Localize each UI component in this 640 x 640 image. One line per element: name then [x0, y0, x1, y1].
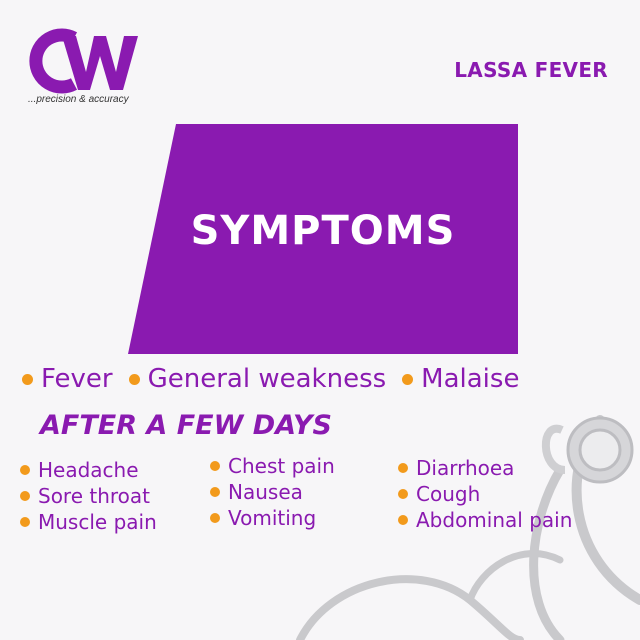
- list-item: Chest pain: [210, 453, 335, 479]
- symptom-label: Malaise: [421, 364, 520, 394]
- list-item: Cough: [398, 481, 572, 507]
- brand-tagline: ...precision & accuracy: [28, 94, 129, 105]
- symptom-label: Abdominal pain: [416, 508, 573, 532]
- bullet-icon: [210, 513, 220, 523]
- list-item: Abdominal pain: [398, 507, 572, 533]
- bullet-icon: [402, 373, 414, 385]
- symptom-label: General weakness: [147, 364, 387, 394]
- bullet-icon: [20, 491, 30, 501]
- bullet-icon: [128, 373, 140, 385]
- symptom-label: Sore throat: [38, 484, 151, 508]
- bullet-icon: [210, 487, 220, 497]
- topic-title: LASSA FEVER: [454, 58, 608, 82]
- list-item: Sore throat: [20, 483, 157, 509]
- symptom-label: Diarrhoea: [416, 456, 515, 480]
- list-item: Nausea: [210, 479, 335, 505]
- symptom-label: Cough: [416, 482, 481, 506]
- list-item: Malaise: [402, 364, 519, 394]
- symptom-label: Muscle pain: [38, 510, 157, 534]
- bullet-icon: [398, 489, 408, 499]
- list-item: Diarrhoea: [398, 455, 572, 481]
- symptoms-banner: [128, 124, 518, 354]
- bullet-icon: [20, 465, 30, 475]
- bullet-icon: [398, 515, 408, 525]
- symptom-label: Headache: [38, 458, 139, 482]
- brand-logo: [28, 28, 148, 108]
- symptom-column-3: Diarrhoea Cough Abdominal pain: [398, 455, 572, 533]
- list-item: Vomiting: [210, 505, 335, 531]
- symptom-column-1: Headache Sore throat Muscle pain: [20, 457, 157, 535]
- symptom-label: Chest pain: [228, 454, 335, 478]
- section-heading: AFTER A FEW DAYS: [40, 410, 332, 441]
- main-symptoms-list: Fever General weakness Malaise: [22, 364, 630, 394]
- list-item: Headache: [20, 457, 157, 483]
- symptom-label: Fever: [41, 364, 113, 394]
- symptom-label: Nausea: [228, 480, 303, 504]
- list-item: General weakness: [128, 364, 387, 394]
- banner-title: SYMPTOMS: [190, 208, 456, 254]
- bullet-icon: [20, 517, 30, 527]
- bullet-icon: [398, 463, 408, 473]
- list-item: Fever: [22, 364, 113, 394]
- symptom-column-2: Chest pain Nausea Vomiting: [210, 453, 335, 531]
- bullet-icon: [210, 461, 220, 471]
- symptom-label: Vomiting: [228, 506, 317, 530]
- list-item: Muscle pain: [20, 509, 157, 535]
- bullet-icon: [22, 373, 33, 385]
